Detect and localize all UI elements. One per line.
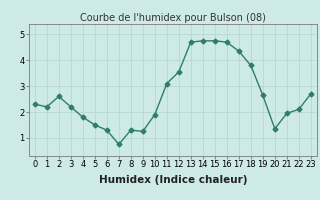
Title: Courbe de l'humidex pour Bulson (08): Courbe de l'humidex pour Bulson (08) <box>80 13 266 23</box>
X-axis label: Humidex (Indice chaleur): Humidex (Indice chaleur) <box>99 175 247 185</box>
